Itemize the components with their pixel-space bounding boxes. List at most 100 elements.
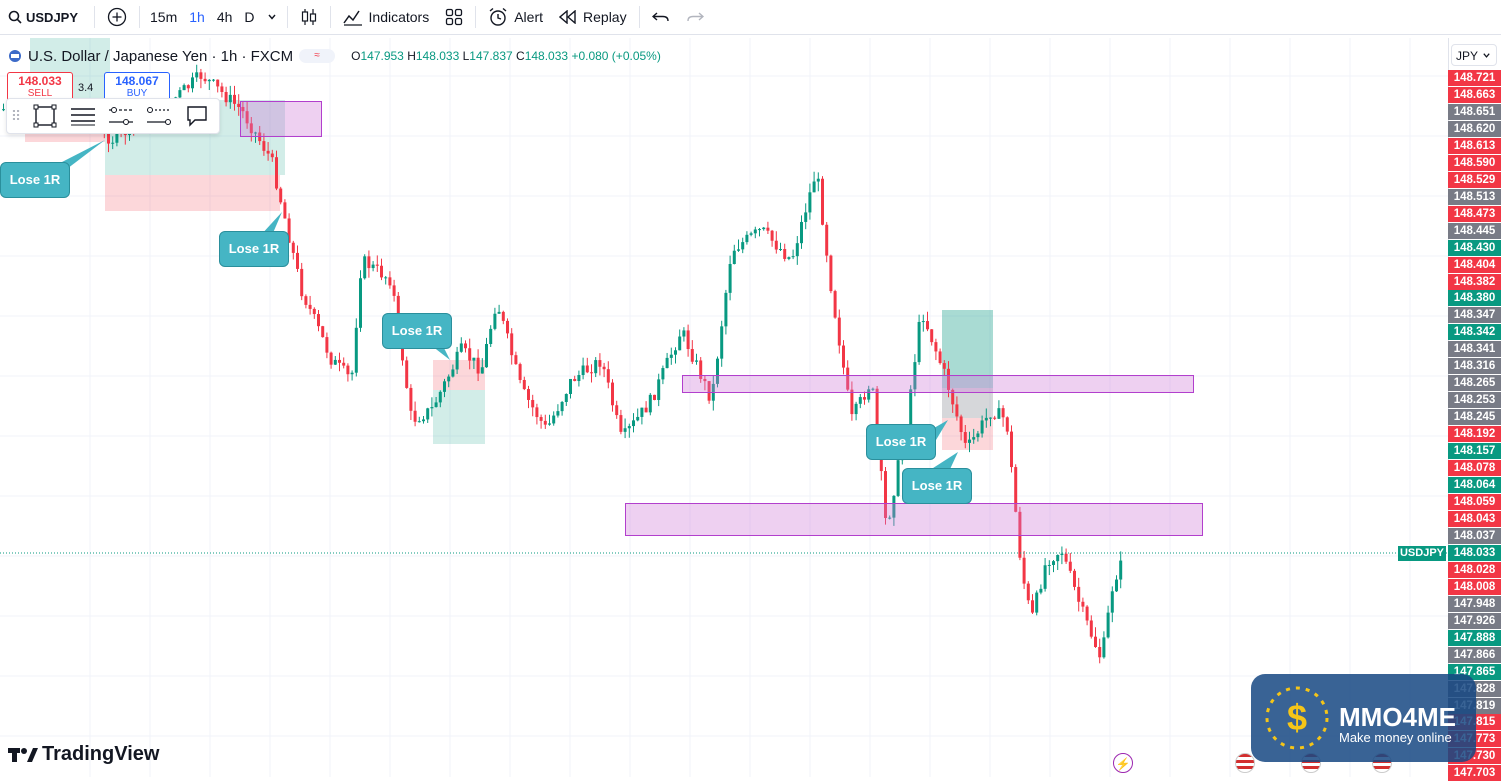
replay-button[interactable]: Replay [551,0,635,34]
candle [527,385,530,409]
lose-1r-callout[interactable]: Lose 1R [866,424,936,460]
candle [636,408,640,422]
resistance-zone[interactable] [682,375,1194,393]
price-label: 148.078 [1448,460,1501,477]
candle [493,307,497,331]
candle [438,390,442,408]
symbol-search-button[interactable]: USDJPY [0,0,90,34]
price-label: 148.620 [1448,120,1501,137]
chart-canvas[interactable]: Lose 1R Lose 1R Lose 1R Lose 1R Lose 1R [0,38,1448,777]
price-label: 147.866 [1448,646,1501,663]
short-position-stop[interactable] [433,360,485,390]
candle [1001,405,1005,427]
candle [212,78,215,82]
resistance-zone[interactable] [240,101,322,137]
indicators-button[interactable]: Indicators [335,0,438,34]
long-position-stop[interactable] [105,175,280,211]
currency-dropdown[interactable]: JPY [1451,44,1497,66]
candle [304,294,308,309]
candle [619,409,623,435]
undo-button[interactable] [644,0,678,34]
candle [997,400,1001,420]
divider [139,6,140,28]
buy-button[interactable]: 148.067 BUY [104,72,170,102]
candle [1056,554,1060,570]
candle [741,237,745,254]
divider [94,6,95,28]
candle [606,361,610,389]
drawing-floating-toolbar: ⠿ [6,98,220,134]
candle [594,357,598,378]
drag-handle-icon[interactable]: ⠿ [10,107,22,124]
position-entry[interactable] [942,388,993,418]
candle [976,430,980,442]
extend-lines-icon[interactable] [145,102,173,130]
indicators-icon [342,10,362,26]
candle [963,424,967,449]
layouts-button[interactable] [437,0,471,34]
divider [286,6,288,28]
sell-price: 148.033 [18,74,62,88]
candle [241,101,245,119]
symbol-title[interactable]: U.S. Dollar / Japanese Yen · 1h · FXCM [28,47,294,65]
candle [199,68,203,89]
redo-button[interactable] [678,0,712,34]
candle [581,357,585,380]
timeframe-d[interactable]: D [238,0,260,34]
candle [216,79,220,93]
chart-type-button[interactable] [292,0,326,34]
position-stop[interactable] [942,418,993,450]
rewind-icon [559,10,576,24]
candle [426,407,430,423]
close-key: C [516,49,525,63]
candle [308,295,312,315]
timeframe-1h[interactable]: 1h [183,0,211,34]
compare-add-button[interactable] [99,0,135,34]
candle [896,455,900,498]
candle [207,79,211,90]
lose-1r-callout[interactable]: Lose 1R [382,313,452,349]
candle [233,85,236,111]
timeframe-dropdown[interactable] [261,0,283,34]
candle [585,357,589,374]
candle [858,393,862,409]
grid-icon [446,8,463,26]
candle [892,495,896,526]
tradingview-logo[interactable]: TradingView [8,743,159,766]
line-style-icon[interactable] [107,102,135,130]
timeframe-15m[interactable]: 15m [144,0,183,34]
rectangle-tool-icon[interactable] [31,102,59,130]
change-value: +0.080 (+0.05%) [571,49,661,63]
lightning-event-icon[interactable]: ⚡ [1113,753,1133,773]
candle [191,72,194,93]
price-label: 148.430 [1448,239,1501,256]
price-label: 148.265 [1448,375,1501,392]
dollar-logo-icon: $ [1265,686,1329,750]
candle [224,86,228,107]
lose-1r-callout[interactable]: Lose 1R [0,162,70,198]
candle [447,374,451,388]
price-label: 147.888 [1448,629,1501,646]
candle [716,356,719,388]
line-width-icon[interactable] [69,102,97,130]
lose-1r-callout[interactable]: Lose 1R [219,231,289,267]
candle [388,271,392,289]
lose-1r-callout[interactable]: Lose 1R [902,468,972,504]
candle [888,515,892,520]
candle [266,142,270,161]
candle [1106,605,1110,639]
indicators-label: Indicators [368,9,430,25]
market-status-badge[interactable]: ≈ [299,49,336,63]
timeframe-4h[interactable]: 4h [211,0,239,34]
alert-button[interactable]: Alert [480,0,551,34]
candle [980,415,984,438]
candle [510,328,514,365]
price-label: 148.529 [1448,171,1501,188]
candle [413,401,417,427]
candlestick-chart[interactable] [0,38,1448,777]
candle [262,133,266,156]
text-comment-icon[interactable] [183,102,211,130]
support-zone[interactable] [625,503,1203,536]
us-flag-event-icon[interactable] [1235,753,1255,773]
divider [638,6,640,28]
